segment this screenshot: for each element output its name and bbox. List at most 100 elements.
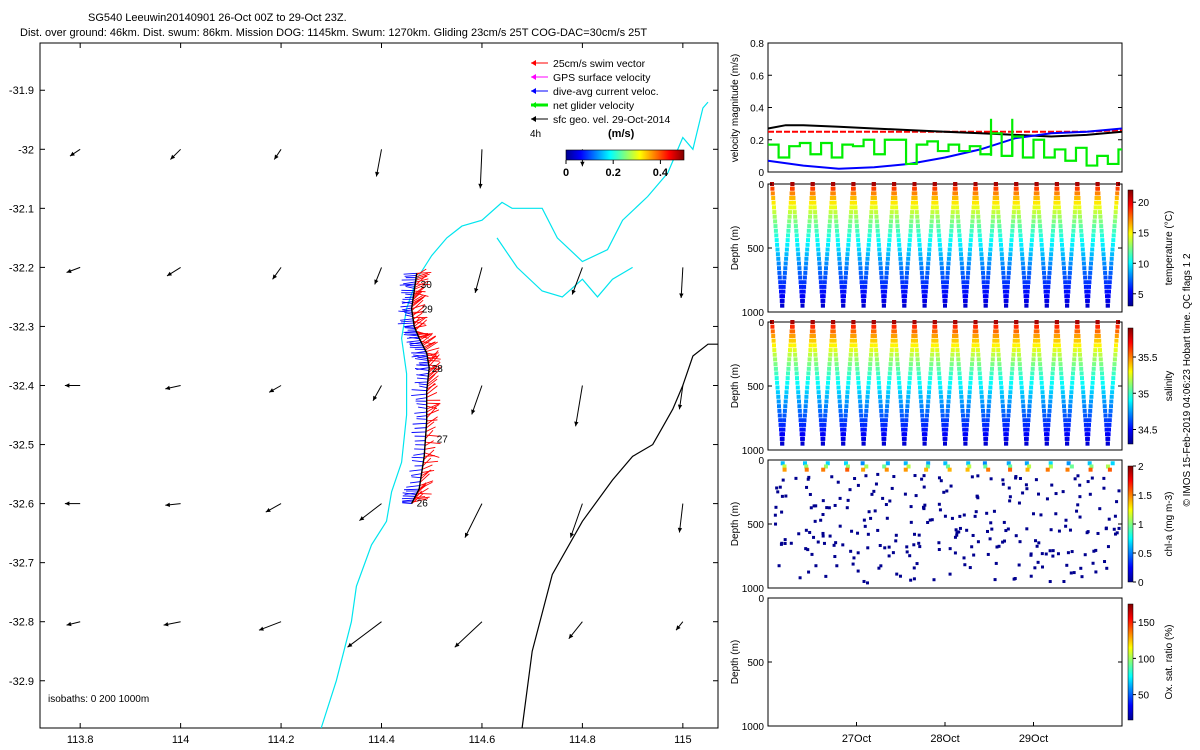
profile-sample: [1087, 284, 1091, 289]
chl-sample: [1102, 486, 1106, 490]
profile-sample: [1085, 436, 1090, 441]
profile-sample: [861, 436, 866, 441]
dive-avg-current-vector: [402, 499, 414, 502]
profile-sample: [1099, 224, 1104, 229]
legend-label: GPS surface velocity: [553, 72, 651, 84]
profile-sample: [887, 380, 891, 385]
swim-vector: [412, 290, 422, 299]
chl-sample: [1007, 486, 1011, 490]
profile-sample: [992, 196, 997, 200]
profile-sample: [1045, 289, 1050, 294]
profile-sample: [866, 247, 871, 252]
profile-sample: [1100, 380, 1105, 385]
profile-sample: [1051, 228, 1055, 233]
profile-sample: [1018, 376, 1023, 381]
profile-sample: [1044, 436, 1049, 441]
profile-sample: [823, 408, 828, 413]
profile-sample: [970, 352, 975, 357]
profile-sample: [907, 242, 912, 247]
profile-sample: [935, 352, 940, 357]
profile-sample: [800, 436, 805, 441]
chl-surface-sample: [861, 467, 866, 472]
colorbar-tick-label: 0: [563, 167, 569, 179]
chl-sample: [1075, 509, 1079, 513]
profile-sample: [833, 352, 838, 357]
profile-sample: [1063, 427, 1068, 432]
profile-sample: [977, 362, 982, 367]
profile-sample: [1018, 228, 1023, 233]
profile-sample: [811, 334, 816, 338]
profile-sample: [829, 200, 834, 205]
profile-sample: [1011, 214, 1016, 219]
profile-sample: [1023, 289, 1028, 294]
profile-sample: [867, 366, 872, 371]
profile-sample: [1039, 380, 1044, 385]
profile-sample: [1057, 352, 1062, 357]
profile-sample: [900, 418, 905, 423]
profile-sample: [833, 214, 838, 219]
profile-sample: [845, 247, 850, 252]
profile-sample: [806, 376, 810, 381]
profile-sample: [954, 200, 959, 205]
chl-sample: [1092, 549, 1096, 553]
profile-sample: [872, 191, 877, 196]
profile-sample: [914, 200, 918, 205]
chl-sample: [1036, 560, 1040, 564]
chl-surface-sample: [782, 467, 787, 472]
profile-sample: [976, 357, 981, 362]
velocity-y-tick-label: 0.8: [750, 39, 764, 50]
chl-sample: [1039, 513, 1043, 517]
profile-sample: [1031, 352, 1036, 357]
profile-sample: [972, 196, 977, 200]
depth-tick-label: 0: [758, 456, 764, 467]
profile-sample: [965, 280, 970, 285]
swim-vector: [427, 359, 440, 362]
current-vector-arrow: [359, 503, 382, 521]
profile-sample: [802, 284, 807, 289]
chl-sample: [1112, 527, 1116, 531]
profile-sample: [1048, 256, 1053, 261]
profile-sample: [1011, 348, 1016, 353]
dive-avg-current-vector: [416, 403, 427, 406]
profile-sample: [1113, 214, 1118, 219]
profile-sample: [1094, 338, 1099, 343]
profile-sample: [815, 242, 820, 247]
profile-sample: [1093, 343, 1098, 348]
y-tick-label: -32.3: [9, 321, 34, 333]
chl-sample: [872, 489, 876, 493]
profile-sample: [1096, 334, 1101, 338]
current-vector-arrowhead: [165, 385, 171, 390]
chl-surface-sample: [982, 461, 987, 466]
profile-sample: [928, 376, 933, 381]
y-tick-label: -32: [18, 144, 34, 156]
profile-sample: [1059, 238, 1064, 243]
profile-sample: [892, 182, 897, 186]
chl-surface-sample: [1087, 461, 1092, 466]
profile-sample: [924, 418, 929, 423]
day-label: 27: [437, 435, 449, 446]
profile-sample: [869, 343, 874, 348]
chl-surface-sample: [782, 464, 787, 469]
profile-sample: [870, 200, 875, 205]
profile-sample: [980, 261, 985, 266]
chl-sample: [985, 529, 989, 533]
chl-sample: [914, 494, 918, 498]
profile-sample: [841, 441, 846, 446]
y-tick-label: -32.1: [9, 203, 34, 215]
dive-avg-current-vector: [415, 350, 426, 354]
profile-sample: [799, 432, 804, 437]
profile-sample: [1055, 186, 1060, 191]
profile-sample: [982, 432, 987, 437]
profile-sample: [1053, 338, 1058, 343]
profile-sample: [874, 219, 879, 224]
profile-sample: [1035, 329, 1040, 334]
profile-sample: [908, 371, 913, 376]
net-glider-velocity-line: [768, 132, 1122, 167]
x-tick-label: 113.8: [67, 734, 94, 746]
profile-sample: [845, 394, 850, 399]
profile-sample: [1054, 320, 1059, 324]
chl-sample: [955, 531, 959, 535]
profile-sample: [967, 394, 972, 399]
profile-sample: [1051, 219, 1056, 224]
profile-sample: [957, 228, 962, 233]
